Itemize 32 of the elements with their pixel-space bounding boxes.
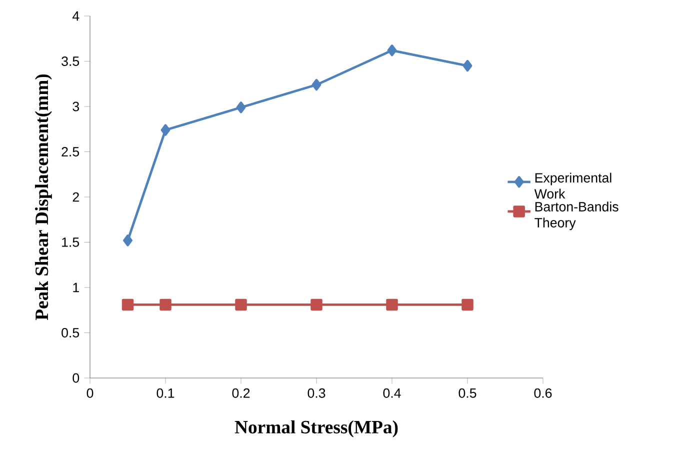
y-tick-label: 0 xyxy=(72,373,80,383)
point xyxy=(462,60,472,72)
x-axis-title: Normal Stress(MPa) xyxy=(234,420,398,438)
x-tick-label: 0.4 xyxy=(383,388,401,398)
y-tick-label: 1.5 xyxy=(62,238,80,247)
point xyxy=(235,298,247,311)
x-tick-label: 0.2 xyxy=(232,388,250,398)
y-tick-label: 3 xyxy=(72,102,80,112)
legend-label: Barton-Bandis Theory xyxy=(534,202,618,230)
y-tick-label: 4 xyxy=(72,11,80,21)
point xyxy=(236,102,246,114)
x-tick-label: 0.5 xyxy=(458,388,476,398)
point xyxy=(386,298,398,311)
point xyxy=(160,298,172,311)
y-tick-label: 0.5 xyxy=(62,328,80,338)
y-tick-label: 1 xyxy=(73,282,79,292)
y-tick-label: 2.5 xyxy=(62,147,80,156)
x-tick-label: 0.3 xyxy=(308,388,326,398)
point xyxy=(123,234,132,246)
point xyxy=(310,298,322,311)
y-tick-label: 2 xyxy=(72,192,79,202)
x-tick-label: 0 xyxy=(86,388,94,398)
y-tick-label: 3.5 xyxy=(62,56,80,66)
point xyxy=(462,298,474,311)
point xyxy=(122,298,134,311)
legend-label: Experimental Work xyxy=(534,172,612,199)
point xyxy=(387,44,397,56)
y-axis-title: Peak Shear Displacement(mm) xyxy=(34,74,52,320)
point xyxy=(160,124,170,136)
x-tick-label: 0.6 xyxy=(534,388,552,398)
point xyxy=(312,78,322,91)
x-tick-label: 0.1 xyxy=(156,388,174,398)
